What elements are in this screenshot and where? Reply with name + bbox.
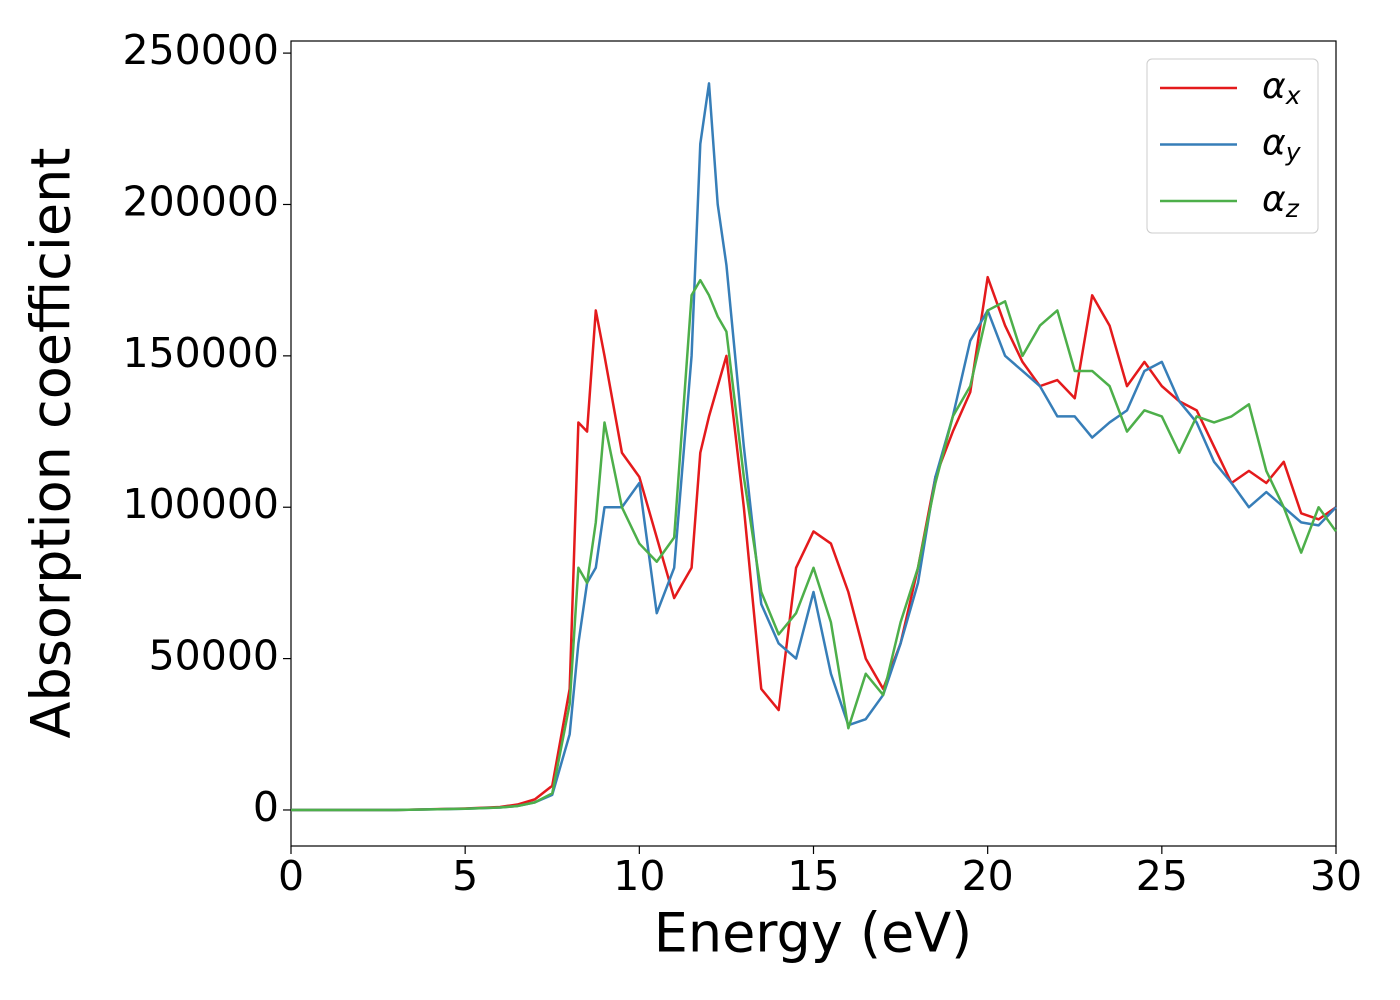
y-tick-label: 250000	[122, 26, 279, 74]
x-tick-label: 5	[452, 852, 478, 900]
x-tick-label: 25	[1136, 852, 1188, 900]
y-tick-label: 150000	[122, 329, 279, 377]
x-tick-label: 10	[613, 852, 665, 900]
x-tick-label: 0	[278, 852, 304, 900]
y-axis-label: Absorption coefficient	[20, 148, 83, 739]
x-tick-label: 30	[1310, 852, 1362, 900]
legend-label: αx	[1262, 66, 1301, 110]
legend-label: αy	[1262, 123, 1302, 167]
x-tick-label: 20	[962, 852, 1014, 900]
y-tick-label: 50000	[149, 632, 279, 680]
x-tick-label: 15	[787, 852, 839, 900]
y-tick-label: 100000	[122, 480, 279, 528]
legend-box	[1146, 58, 1319, 234]
legend-label: αz	[1262, 179, 1300, 223]
x-axis-label: Energy (eV)	[654, 902, 973, 965]
series-line	[291, 275, 1337, 812]
series-line	[291, 278, 1338, 812]
y-tick-label: 0	[253, 783, 279, 831]
y-tick-label: 200000	[122, 177, 279, 225]
